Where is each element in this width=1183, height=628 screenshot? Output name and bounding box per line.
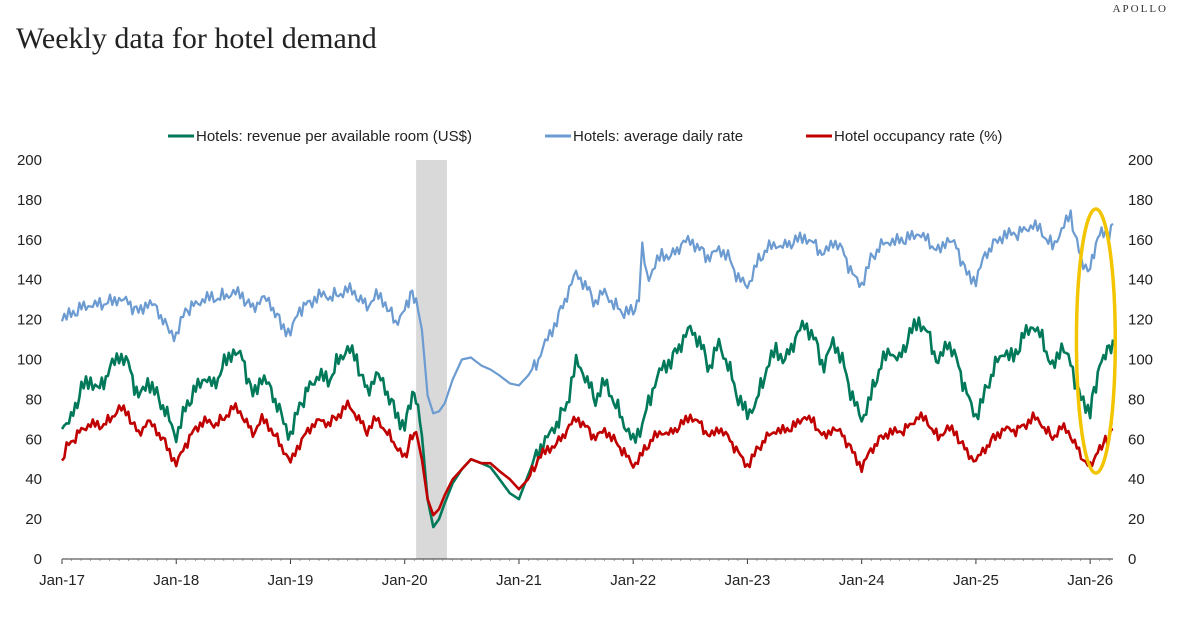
y-tick-label-left: 40 — [25, 471, 42, 488]
x-tick-label: Jan-23 — [724, 572, 770, 589]
x-tick-label: Jan-21 — [496, 572, 542, 589]
x-tick-label: Jan-19 — [268, 572, 314, 589]
y-tick-label-left: 80 — [25, 391, 42, 408]
y-tick-label-left: 180 — [17, 192, 42, 209]
y-tick-label-right: 0 — [1128, 551, 1136, 568]
y-tick-label-right: 200 — [1128, 152, 1153, 169]
y-tick-label-left: 0 — [34, 551, 42, 568]
y-tick-label-right: 20 — [1128, 511, 1145, 528]
y-tick-label-right: 180 — [1128, 192, 1153, 209]
x-tick-label: Jan-25 — [953, 572, 999, 589]
y-tick-label-right: 40 — [1128, 471, 1145, 488]
y-tick-label-left: 120 — [17, 312, 42, 329]
y-tick-label-left: 200 — [17, 152, 42, 169]
y-tick-label-left: 100 — [17, 352, 42, 369]
series-line-adr — [60, 209, 1114, 415]
y-tick-label-left: 60 — [25, 431, 42, 448]
y-tick-label-left: 20 — [25, 511, 42, 528]
series-line-revpar — [60, 316, 1115, 529]
legend-label-occupancy: Hotel occupancy rate (%) — [834, 128, 1002, 145]
legend-label-adr: Hotels: average daily rate — [573, 128, 743, 145]
brand-logo: APOLLO — [1112, 3, 1168, 15]
y-tick-label-right: 160 — [1128, 232, 1153, 249]
x-tick-label: Jan-20 — [382, 572, 428, 589]
y-tick-label-right: 120 — [1128, 312, 1153, 329]
x-tick-label: Jan-26 — [1067, 572, 1113, 589]
y-tick-label-left: 160 — [17, 232, 42, 249]
page-title: Weekly data for hotel demand — [16, 22, 377, 55]
y-tick-label-right: 80 — [1128, 391, 1145, 408]
y-tick-label-right: 140 — [1128, 272, 1153, 289]
x-tick-label: Jan-17 — [39, 572, 85, 589]
x-tick-label: Jan-24 — [839, 572, 885, 589]
legend-label-revpar: Hotels: revenue per available room (US$) — [196, 128, 472, 145]
y-tick-label-right: 60 — [1128, 431, 1145, 448]
recession-shading — [416, 160, 447, 559]
x-tick-label: Jan-22 — [610, 572, 656, 589]
y-tick-label-left: 140 — [17, 272, 42, 289]
y-tick-label-right: 100 — [1128, 352, 1153, 369]
series-line-occupancy — [60, 399, 1114, 517]
x-tick-label: Jan-18 — [153, 572, 199, 589]
highlight-ellipse — [1074, 207, 1118, 475]
